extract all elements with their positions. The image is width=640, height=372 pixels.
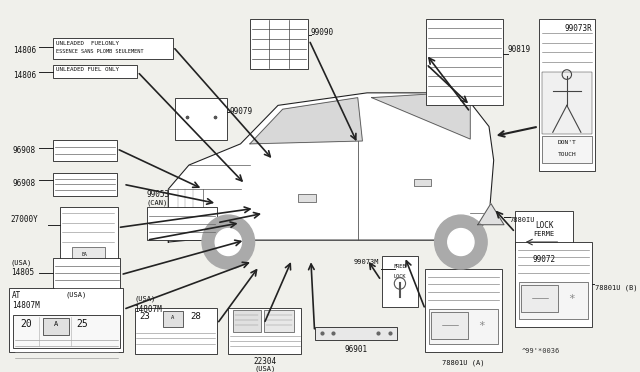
Polygon shape (168, 93, 493, 242)
Text: 96908: 96908 (13, 179, 36, 187)
Polygon shape (250, 98, 362, 144)
Text: UNLEADED  FUELONLY: UNLEADED FUELONLY (56, 41, 119, 46)
Text: 7880IU: 7880IU (509, 217, 535, 223)
Bar (147, 208, 217, 240)
Text: ^99'*0036: ^99'*0036 (522, 348, 560, 354)
Bar (9, 288, 124, 352)
Text: ESSENCE SANS PLOMB SEULEMENT: ESSENCE SANS PLOMB SEULEMENT (56, 49, 143, 54)
Text: A: A (54, 321, 58, 327)
Bar (515, 242, 592, 327)
Polygon shape (372, 94, 470, 139)
Text: 22304: 22304 (253, 357, 276, 366)
Bar (72, 247, 106, 271)
Text: (USA): (USA) (134, 296, 156, 302)
Text: 14806: 14806 (13, 46, 36, 55)
Text: 20: 20 (20, 319, 32, 329)
Text: 99090: 99090 (311, 28, 334, 37)
Text: AT: AT (12, 291, 21, 300)
Bar (515, 211, 573, 250)
Text: (USA): (USA) (65, 291, 86, 298)
Bar (53, 65, 138, 78)
Circle shape (202, 215, 255, 269)
Bar (414, 179, 431, 186)
Text: 14807M: 14807M (134, 305, 163, 314)
Bar (298, 194, 316, 202)
Text: FREE: FREE (394, 264, 406, 269)
Polygon shape (477, 203, 504, 225)
Text: 99079: 99079 (229, 107, 252, 116)
Bar (53, 38, 173, 59)
Text: LOCK: LOCK (535, 221, 554, 230)
Text: A: A (172, 315, 175, 320)
Text: 14806: 14806 (13, 71, 36, 80)
Text: 90819: 90819 (508, 45, 531, 54)
Bar (521, 285, 559, 312)
Bar (539, 19, 595, 171)
Text: *: * (568, 294, 575, 304)
Text: (USA): (USA) (11, 259, 32, 266)
Bar (264, 310, 294, 331)
Bar (43, 318, 69, 336)
Bar (13, 315, 120, 348)
Text: 14807M: 14807M (12, 301, 40, 310)
Circle shape (448, 228, 474, 256)
Bar (250, 19, 308, 69)
Text: 99053: 99053 (147, 190, 170, 199)
Text: 27000Y: 27000Y (11, 215, 38, 224)
Text: LOCK: LOCK (394, 274, 406, 279)
Circle shape (435, 215, 487, 269)
Text: TOUCH: TOUCH (557, 151, 576, 157)
Bar (431, 312, 468, 339)
Bar (53, 140, 116, 161)
Text: 78801U (A): 78801U (A) (442, 359, 485, 366)
Text: 99073M: 99073M (354, 259, 380, 265)
Bar (60, 208, 118, 275)
Bar (425, 269, 502, 352)
Text: FERME: FERME (534, 231, 555, 237)
Bar (426, 19, 503, 105)
Text: (USA): (USA) (254, 365, 275, 372)
Text: 14805: 14805 (11, 268, 34, 277)
Bar (53, 173, 116, 196)
Text: 28: 28 (191, 312, 202, 321)
Text: EA: EA (81, 252, 87, 257)
Text: 96901: 96901 (344, 345, 367, 354)
Text: 25: 25 (76, 319, 88, 329)
Bar (541, 136, 592, 163)
Bar (175, 98, 227, 140)
Text: 99073R: 99073R (565, 25, 593, 33)
Bar (233, 310, 261, 331)
Bar (163, 311, 183, 327)
Bar (519, 282, 588, 319)
Bar (134, 308, 217, 354)
Text: 23: 23 (140, 312, 150, 321)
Text: 99072: 99072 (532, 254, 556, 264)
Bar (541, 72, 592, 134)
Bar (315, 327, 397, 340)
Bar (53, 259, 120, 295)
Bar (429, 310, 499, 344)
Text: (CAN): (CAN) (147, 200, 168, 206)
Bar (228, 308, 301, 354)
Text: *: * (478, 321, 485, 331)
Text: 96908: 96908 (13, 146, 36, 155)
Text: UNLEADED FUEL ONLY: UNLEADED FUEL ONLY (56, 67, 119, 72)
Bar (382, 256, 418, 307)
Text: DON'T: DON'T (557, 140, 576, 145)
Text: 78801U (B): 78801U (B) (595, 285, 637, 291)
Circle shape (215, 228, 241, 256)
